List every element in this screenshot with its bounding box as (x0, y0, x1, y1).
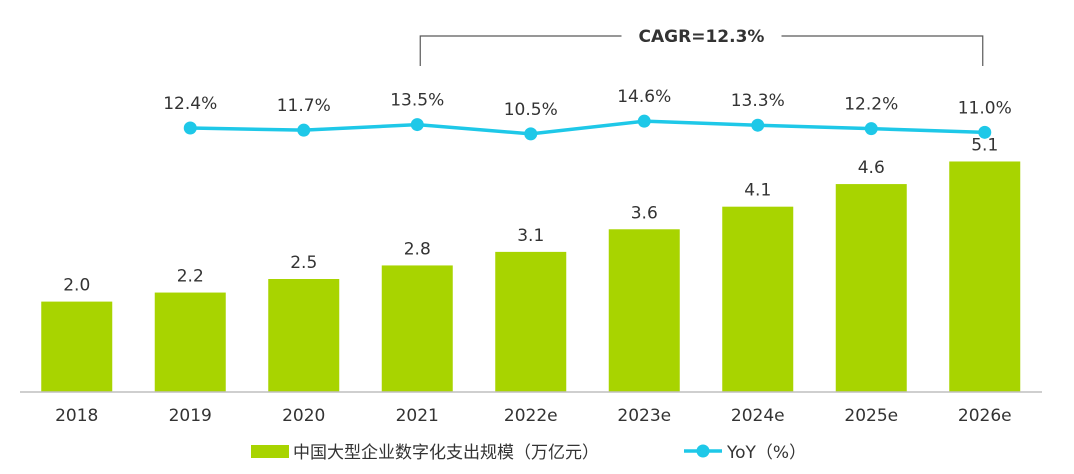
x-tick-label-2021: 2021 (396, 406, 439, 426)
x-tick-label-2023e: 2023e (617, 406, 671, 426)
x-tick-label-2025e: 2025e (844, 406, 898, 426)
yoy-value-label-2020: 11.7% (277, 96, 331, 116)
bar-value-label-2021: 2.8 (404, 239, 431, 259)
legend-bar-swatch (251, 445, 289, 458)
yoy-point-2025e (864, 122, 878, 136)
bar-value-label-2019: 2.2 (177, 267, 204, 287)
x-tick-label-2026e: 2026e (958, 406, 1012, 426)
cagr-bracket-right (781, 35, 984, 66)
yoy-point-2019 (183, 121, 197, 135)
yoy-labels-group: 12.4% 11.7% 13.5% 10.5% 14.6% 13.3% 12.2% 11.0% (163, 87, 1012, 120)
yoy-value-label-2026e: 11.0% (958, 98, 1012, 118)
yoy-point-2022e (524, 127, 538, 141)
legend-line-label: YoY（%） (726, 443, 806, 463)
bar-2021 (381, 265, 453, 392)
yoy-point-2020 (297, 123, 311, 137)
cagr-annotation: CAGR=12.3% (419, 27, 984, 66)
bar-2024e (722, 206, 794, 392)
cagr-bracket-left (419, 35, 622, 66)
yoy-value-label-2025e: 12.2% (844, 95, 898, 115)
yoy-value-label-2024e: 13.3% (731, 91, 785, 111)
legend: 中国大型企业数字化支出规模（万亿元） YoY（%） (251, 443, 806, 463)
legend-line-marker (696, 444, 710, 458)
bar-value-label-2020: 2.5 (290, 253, 317, 273)
bar-2026e (949, 161, 1021, 392)
bar-value-label-2024e: 4.1 (744, 181, 771, 201)
bars-group (41, 161, 1021, 392)
yoy-value-label-2019: 12.4% (163, 94, 217, 114)
yoy-point-2026e (978, 125, 992, 139)
bar-2022e (495, 251, 567, 392)
bar-2020 (268, 279, 340, 392)
x-tick-labels-group: 2018 2019 2020 2021 2022e 2023e 2024e 2025e 2026… (55, 406, 1012, 426)
bar-value-label-2023e: 3.6 (631, 203, 658, 223)
yoy-value-label-2022e: 10.5% (504, 100, 558, 120)
bar-2025e (835, 184, 907, 392)
bar-value-label-2026e: 5.1 (971, 135, 998, 155)
x-tick-label-2020: 2020 (282, 406, 325, 426)
yoy-point-2023e (637, 114, 651, 128)
yoy-value-label-2023e: 14.6% (617, 87, 671, 107)
bar-2018 (41, 301, 113, 392)
x-tick-label-2019: 2019 (169, 406, 212, 426)
yoy-line-group (190, 119, 985, 136)
cagr-label: CAGR=12.3% (639, 27, 765, 47)
x-tick-label-2024e: 2024e (731, 406, 785, 426)
bar-value-label-2018: 2.0 (63, 276, 90, 296)
yoy-value-label-2021: 13.5% (390, 91, 444, 111)
x-tick-label-2022e: 2022e (504, 406, 558, 426)
bar-labels-group: 2.0 2.2 2.5 2.8 3.1 3.6 4.1 4.6 5.1 (63, 135, 998, 295)
bar-2019 (154, 292, 226, 392)
bar-2023e (608, 229, 680, 392)
yoy-points-group (183, 114, 992, 141)
yoy-point-2024e (751, 118, 765, 132)
yoy-point-2021 (410, 118, 424, 132)
bar-value-label-2022e: 3.1 (517, 226, 544, 246)
yoy-series-line (190, 119, 985, 136)
legend-bar-label: 中国大型企业数字化支出规模（万亿元） (293, 443, 599, 463)
bar-value-label-2025e: 4.6 (858, 158, 885, 178)
x-tick-label-2018: 2018 (55, 406, 98, 426)
